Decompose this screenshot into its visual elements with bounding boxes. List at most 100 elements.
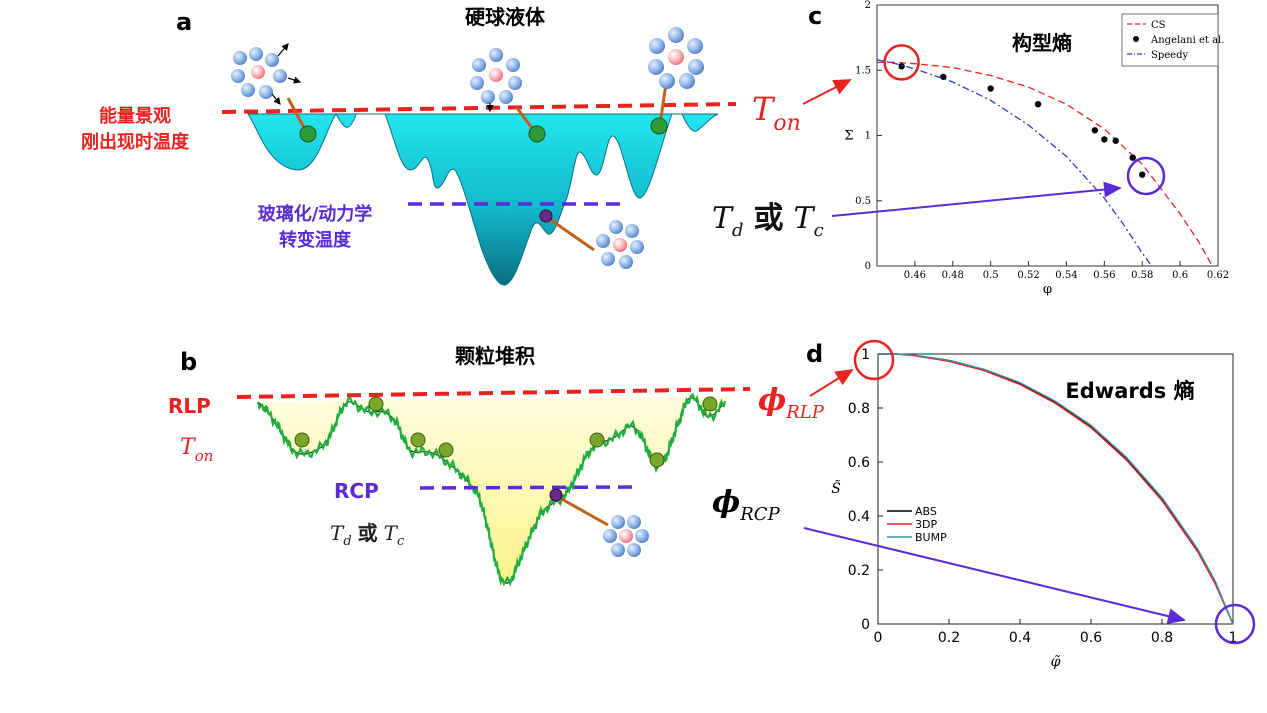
state-ball — [649, 452, 665, 468]
particle-cluster — [648, 27, 704, 89]
chart-d: 0 0.2 0.4 0.6 0.8 1 0 0.2 0.4 0.6 0.8 1 φ̃ S̃ Edwards … — [831, 339, 1256, 670]
arrow-rcp-to-d — [803, 527, 1186, 625]
legend-label-d: ABS — [915, 505, 937, 518]
chart-title-d: Edwards 熵 — [1065, 379, 1194, 403]
rcp-line — [419, 485, 633, 490]
arrow-rlp-to-d — [809, 368, 854, 397]
state-ball-purple — [539, 209, 553, 223]
panel-a: a 硬球液体 能量景观 刚出现时温度 玻璃化/动力学 转变温度 Ton — [81, 5, 801, 286]
y-tick-label-c: 1 — [865, 131, 871, 142]
stem — [557, 495, 609, 527]
x-tick-label-c: 0.46 — [904, 270, 926, 281]
panel-b-title: 颗粒堆积 — [455, 344, 535, 368]
data-point-angelani — [1139, 171, 1146, 178]
state-ball — [589, 432, 605, 448]
y-tick-label-c: 2 — [865, 0, 871, 11]
panel-c: c 0.46 0.48 0.5 0.52 0.54 0.56 0.58 0.6 0.6200.5… — [808, 0, 1229, 297]
x-tick-label-c: 0.54 — [1055, 270, 1077, 281]
phi-rlp-symbol: ϕRLP — [758, 383, 825, 423]
y-tick-label-c: 0 — [865, 261, 871, 272]
td-tc-label-mid: Td 或 Tc — [712, 201, 824, 241]
data-point-angelani — [940, 73, 947, 80]
x-tick-label-d: 0 — [874, 630, 883, 646]
x-tick-label-d: 1 — [1229, 630, 1238, 646]
x-tick-label-c: 0.6 — [1172, 270, 1188, 281]
highlight-circle-rcp — [1214, 603, 1256, 645]
state-ball — [650, 117, 668, 135]
legend-label-c: CS — [1151, 20, 1166, 31]
y-tick-label-d: 1 — [861, 347, 870, 363]
legend-label-d: 3DP — [915, 518, 937, 531]
y-tick-label-d: 0.4 — [848, 509, 870, 525]
panel-label-b: b — [180, 348, 197, 376]
t-on-symbol-a: Ton — [752, 90, 801, 136]
legend-label-c: Angelani et al. — [1150, 35, 1224, 46]
legend-marker-c — [1133, 36, 1139, 42]
x-tick-label-c: 0.52 — [1017, 270, 1039, 281]
stem — [547, 216, 595, 252]
t-on-line-a — [221, 102, 737, 114]
x-tick-label-c: 0.58 — [1131, 270, 1153, 281]
td-tc-label-b: Td 或 Tc — [330, 521, 405, 549]
x-tick-label-c: 0.56 — [1093, 270, 1115, 281]
phi-rcp-symbol: ϕRCP — [712, 485, 781, 525]
glass-transition-label: 玻璃化/动力学 — [258, 203, 373, 225]
x-tick-label-c: 0.48 — [942, 270, 964, 281]
panel-label-a: a — [176, 8, 192, 36]
particle-cluster — [231, 43, 302, 105]
stem — [658, 83, 668, 125]
state-ball — [299, 125, 317, 143]
t-on-symbol-b: Ton — [180, 435, 213, 465]
onset-temperature-label: 刚出现时温度 — [81, 131, 190, 153]
x-tick-label-d: 0.8 — [1151, 630, 1173, 646]
highlight-circle-onset — [883, 44, 920, 81]
x-tick-label-c: 0.62 — [1207, 270, 1229, 281]
state-ball — [702, 396, 718, 412]
packing-landscape-fill — [258, 396, 730, 584]
transition-temperature-label: 转变温度 — [279, 229, 352, 251]
energy-landscape-a — [247, 113, 719, 286]
series-line-cs — [877, 61, 1213, 267]
y-tick-label-d: 0.6 — [848, 455, 870, 471]
x-tick-label-d: 0.4 — [1009, 630, 1031, 646]
arrow-td-to-c — [831, 181, 1122, 217]
state-ball — [438, 442, 454, 458]
chart-c: 0.46 0.48 0.5 0.52 0.54 0.56 0.58 0.6 0.62 0 0.5 1 1… — [844, 0, 1229, 297]
state-ball — [294, 432, 310, 448]
plot-frame-d — [877, 353, 1234, 625]
energy-landscape-label: 能量景观 — [99, 105, 171, 127]
particle-cluster — [596, 220, 644, 269]
x-tick-label-d: 0.6 — [1080, 630, 1102, 646]
y-tick-label-d: 0.8 — [848, 401, 870, 417]
state-ball-purple — [549, 488, 563, 502]
highlight-circle-rlp — [853, 339, 895, 381]
panel-d: d 0 0.2 0.4 0.6 0.8 1 0 0.2 0.4 0.6 0.8 1 φ̃ S̃ Edward… — [806, 339, 1256, 670]
x-tick-label-c: 0.5 — [983, 270, 999, 281]
panel-b: b 颗粒堆积 RLP Ton RCP Td 或 Tc ϕRLP ϕRCP — [168, 344, 825, 587]
y-tick-label-d: 0.2 — [848, 563, 870, 579]
data-point-angelani — [987, 85, 994, 92]
rlp-line — [236, 387, 751, 399]
state-ball — [410, 432, 426, 448]
data-point-angelani — [1112, 137, 1119, 144]
particle-cluster — [470, 48, 522, 113]
rcp-label: RCP — [334, 479, 379, 503]
y-tick-label-c: 1.5 — [855, 65, 871, 76]
legend-label-c: Speedy — [1151, 50, 1188, 61]
y-axis-label-c: Σ — [844, 129, 853, 144]
x-tick-label-d: 0.2 — [938, 630, 960, 646]
rlp-label: RLP — [168, 394, 211, 418]
chart-title-c: 构型熵 — [1012, 31, 1072, 55]
data-point-angelani — [1129, 154, 1136, 161]
data-point-angelani — [1091, 127, 1099, 134]
series-line-bump — [878, 353, 1234, 625]
panel-label-d: d — [806, 340, 823, 368]
legend-label-d: BUMP — [915, 531, 947, 544]
x-axis-label-c: φ — [1043, 282, 1052, 297]
arrow-t-on-to-c — [802, 79, 852, 105]
x-axis-label-d: φ̃ — [1051, 654, 1061, 670]
panel-label-c: c — [808, 2, 822, 30]
data-point-angelani — [1034, 100, 1042, 108]
data-point-angelani — [1101, 136, 1108, 143]
